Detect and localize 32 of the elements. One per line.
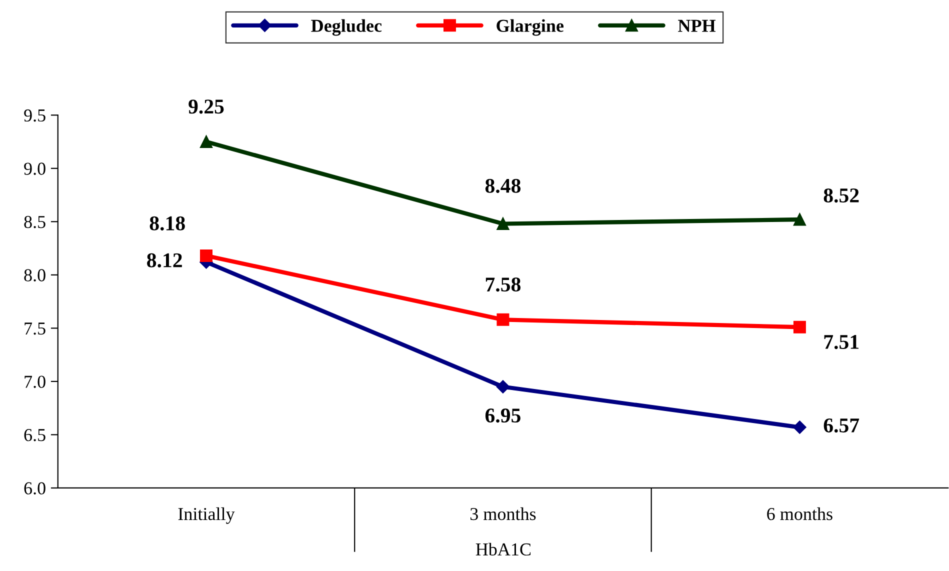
point bbox=[496, 380, 510, 394]
y-tick-label: 8.0 bbox=[24, 269, 46, 282]
y-tick-label: 7.5 bbox=[24, 322, 46, 335]
x-tick-label: 6 months bbox=[767, 507, 832, 520]
data-label: 8.48 bbox=[485, 178, 521, 193]
data-label: 9.25 bbox=[188, 100, 224, 114]
data-label: 8.18 bbox=[150, 216, 185, 230]
data-label: 6.95 bbox=[485, 408, 520, 423]
legend-label: NPH bbox=[678, 20, 716, 32]
legend-label: Glargine bbox=[496, 19, 564, 36]
data-label: 7.58 bbox=[486, 277, 521, 292]
point bbox=[200, 249, 212, 262]
x-tick-label: Initially bbox=[178, 507, 235, 524]
point bbox=[793, 420, 806, 434]
legend-label: Degludec bbox=[311, 19, 382, 36]
data-label: 8.12 bbox=[147, 253, 182, 268]
point bbox=[793, 213, 806, 226]
y-tick-label: 8.5 bbox=[24, 216, 46, 228]
y-tick-label: 7.0 bbox=[24, 376, 46, 388]
y-tick-label: 9.0 bbox=[24, 162, 46, 175]
y-tick-label: 6.5 bbox=[24, 429, 46, 442]
point bbox=[496, 313, 510, 326]
y-tick-label: 6.0 bbox=[24, 482, 46, 494]
point bbox=[496, 218, 510, 230]
x-axis-title: HbA1C bbox=[476, 542, 531, 556]
data-label: 6.57 bbox=[824, 418, 860, 433]
point bbox=[200, 135, 212, 148]
point bbox=[793, 320, 806, 334]
y-tick-label: 9.5 bbox=[24, 109, 46, 122]
data-label: 8.52 bbox=[824, 188, 859, 203]
x-tick-label: 3 months bbox=[470, 507, 536, 520]
data-label: 7.51 bbox=[824, 335, 859, 350]
